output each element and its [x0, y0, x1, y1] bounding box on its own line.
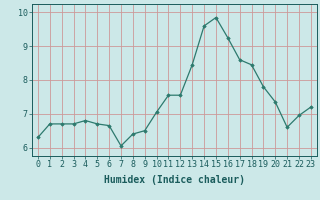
X-axis label: Humidex (Indice chaleur): Humidex (Indice chaleur)	[104, 175, 245, 185]
